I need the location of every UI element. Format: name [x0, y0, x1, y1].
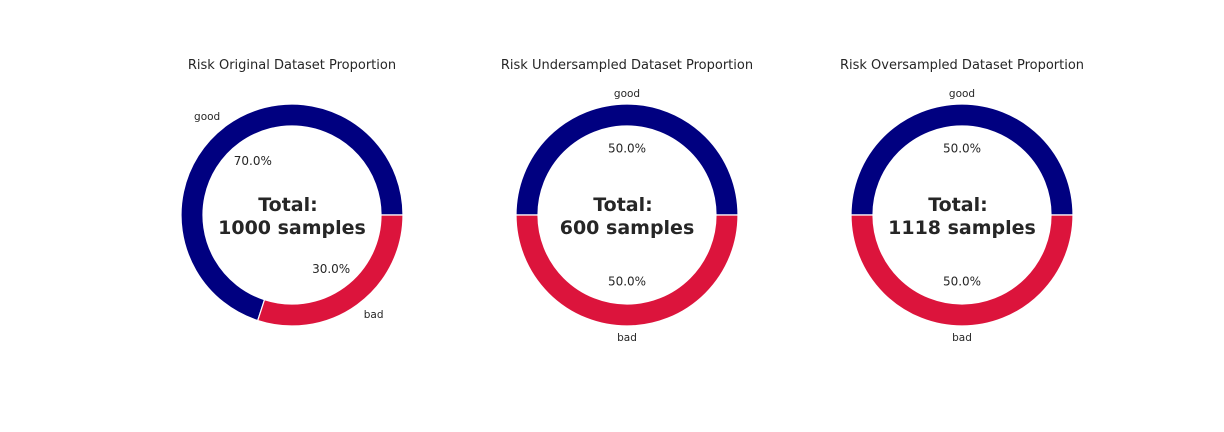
- center-sample-count: 600 samples: [560, 217, 695, 239]
- slice-label-good: good: [949, 88, 975, 100]
- center-sample-count: 1118 samples: [888, 217, 1036, 239]
- slice-label-bad: bad: [364, 309, 384, 321]
- percent-label-good: 50.0%: [608, 141, 646, 155]
- center-total-label: Total:: [593, 194, 653, 216]
- percent-label-bad: 50.0%: [943, 275, 981, 289]
- chart-title: Risk Oversampled Dataset Proportion: [840, 58, 1084, 73]
- donut-chart-3: Risk Oversampled Dataset Proportion good 5…: [840, 58, 1084, 344]
- donut-chart-1: Risk Original Dataset Proportion good 70.0…: [180, 58, 404, 327]
- slice-bad: [256, 214, 404, 327]
- percent-label-good: 70.0%: [234, 154, 272, 168]
- center-sample-count: 1000 samples: [218, 217, 366, 239]
- slice-label-good: good: [194, 111, 220, 123]
- chart-title: Risk Original Dataset Proportion: [188, 58, 396, 73]
- slice-label-bad: bad: [617, 332, 637, 344]
- chart-title: Risk Undersampled Dataset Proportion: [501, 58, 753, 73]
- charts-container: Risk Original Dataset Proportion good 70.0…: [180, 58, 1084, 344]
- donut-chart-2: Risk Undersampled Dataset Proportion good…: [501, 58, 753, 344]
- center-total-label: Total:: [928, 194, 988, 216]
- slice-good: [180, 103, 404, 322]
- slice-label-good: good: [614, 88, 640, 100]
- slice-bad: [850, 214, 1074, 327]
- percent-label-bad: 30.0%: [312, 262, 350, 276]
- center-total-label: Total:: [258, 194, 318, 216]
- percent-label-bad: 50.0%: [608, 275, 646, 289]
- percent-label-good: 50.0%: [943, 141, 981, 155]
- slice-label-bad: bad: [952, 332, 972, 344]
- slice-bad: [515, 214, 739, 327]
